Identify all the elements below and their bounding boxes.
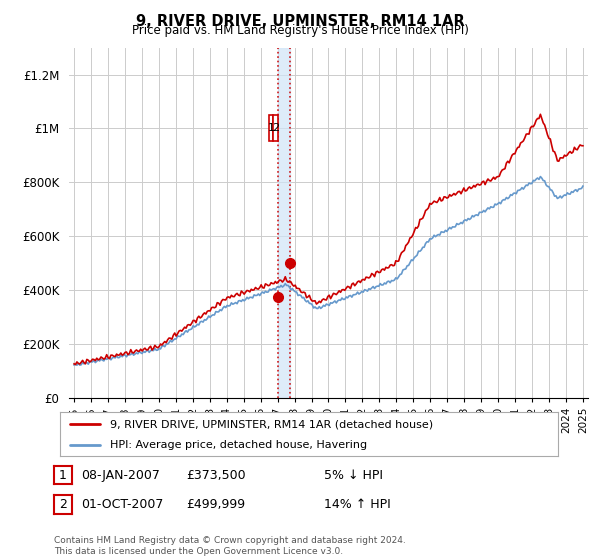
FancyBboxPatch shape	[269, 115, 274, 141]
FancyBboxPatch shape	[274, 115, 278, 141]
Text: £499,999: £499,999	[186, 498, 245, 511]
Text: 14% ↑ HPI: 14% ↑ HPI	[324, 498, 391, 511]
Bar	[278, 48, 290, 398]
Text: HPI: Average price, detached house, Havering: HPI: Average price, detached house, Have…	[110, 440, 367, 450]
Text: 08-JAN-2007: 08-JAN-2007	[81, 469, 160, 482]
Text: 9, RIVER DRIVE, UPMINSTER, RM14 1AR: 9, RIVER DRIVE, UPMINSTER, RM14 1AR	[136, 14, 464, 29]
Text: 9, RIVER DRIVE, UPMINSTER, RM14 1AR (detached house): 9, RIVER DRIVE, UPMINSTER, RM14 1AR (det…	[110, 419, 433, 429]
Text: 2: 2	[272, 123, 279, 133]
Text: 5% ↓ HPI: 5% ↓ HPI	[324, 469, 383, 482]
Text: 2: 2	[59, 498, 67, 511]
Text: 1: 1	[59, 469, 67, 482]
Text: 1: 1	[268, 123, 275, 133]
Text: 01-OCT-2007: 01-OCT-2007	[81, 498, 163, 511]
Text: Contains HM Land Registry data © Crown copyright and database right 2024.
This d: Contains HM Land Registry data © Crown c…	[54, 536, 406, 556]
Text: Price paid vs. HM Land Registry's House Price Index (HPI): Price paid vs. HM Land Registry's House …	[131, 24, 469, 37]
Text: £373,500: £373,500	[186, 469, 245, 482]
